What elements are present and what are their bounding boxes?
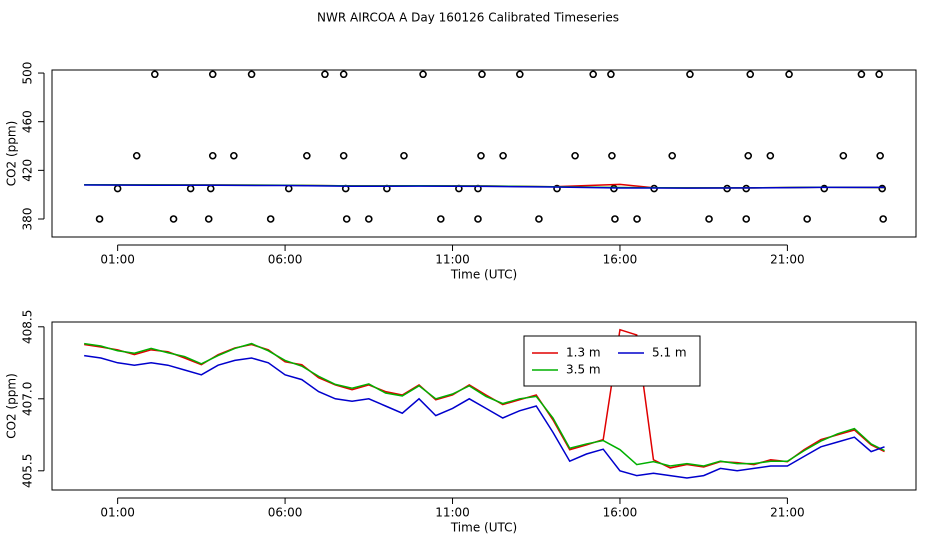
data-point (608, 151, 616, 160)
x-axis-label: Time (UTC) (450, 268, 517, 282)
data-point (746, 70, 755, 79)
data-point (321, 70, 329, 79)
data-point (766, 151, 775, 160)
x-tick-label: 01:00 (100, 253, 135, 267)
x-tick-label: 21:00 (770, 506, 805, 520)
legend-label: 5.1 m (652, 346, 687, 360)
data-line (84, 328, 885, 469)
data-point (436, 215, 445, 223)
x-tick-label: 06:00 (268, 506, 303, 520)
y-tick-label: 500 (21, 62, 35, 85)
data-point (132, 151, 141, 160)
data-point (204, 215, 213, 223)
legend-label: 1.3 m (566, 346, 601, 360)
data-point (876, 151, 884, 160)
data-point (339, 70, 348, 79)
x-tick-label: 21:00 (770, 253, 805, 267)
y-tick-label: 405.5 (21, 454, 35, 488)
y-tick-label: 407.0 (21, 382, 35, 416)
data-point (535, 215, 543, 223)
data-point (875, 70, 883, 79)
data-point (474, 215, 482, 223)
data-point (419, 70, 427, 79)
x-tick-label: 16:00 (603, 253, 638, 267)
data-point (742, 215, 751, 223)
data-point (705, 215, 713, 223)
data-point (668, 151, 677, 160)
data-point (571, 151, 579, 160)
data-point (589, 70, 597, 79)
x-tick-label: 11:00 (435, 506, 470, 520)
data-point (342, 215, 351, 223)
data-point (478, 70, 486, 79)
legend-label: 3.5 m (566, 363, 601, 377)
data-point (516, 70, 524, 79)
plot-frame (51, 69, 917, 238)
data-point (686, 70, 694, 79)
y-tick-label: 408.5 (21, 310, 35, 344)
data-line (84, 184, 885, 189)
data-point (151, 70, 159, 79)
data-point (839, 151, 848, 160)
data-point (803, 215, 811, 223)
x-tick-label: 01:00 (100, 506, 135, 520)
data-point (878, 184, 886, 193)
legend-box (523, 335, 701, 387)
data-point (400, 151, 408, 160)
x-axis-label: Time (UTC) (450, 521, 517, 535)
data-point (364, 215, 373, 223)
data-point (611, 215, 619, 223)
x-tick-label: 06:00 (268, 253, 303, 267)
data-point (553, 184, 561, 193)
data-point (785, 70, 793, 79)
data-point (169, 215, 178, 223)
y-tick-label: 420 (21, 159, 35, 182)
data-point (499, 151, 507, 160)
data-point (208, 151, 217, 160)
data-point (247, 70, 256, 79)
y-axis-label: CO2 (ppm) (5, 373, 19, 439)
data-point (879, 215, 887, 223)
data-point (857, 70, 866, 79)
data-point (208, 70, 217, 79)
x-tick-label: 16:00 (603, 506, 638, 520)
data-point (95, 215, 104, 223)
chart-title: NWR AIRCOA A Day 160126 Calibrated Times… (317, 11, 619, 25)
data-point (230, 151, 238, 160)
data-point (744, 151, 753, 160)
data-point (303, 151, 311, 160)
data-point (633, 215, 641, 223)
y-tick-label: 460 (21, 110, 35, 133)
data-point (266, 215, 275, 223)
y-tick-label: 380 (21, 208, 35, 231)
data-point (607, 70, 615, 79)
plot-frame (51, 321, 917, 491)
x-tick-label: 11:00 (435, 253, 470, 267)
data-line (84, 354, 885, 479)
data-point (339, 151, 348, 160)
y-axis-label: CO2 (ppm) (5, 121, 19, 187)
data-point (477, 151, 485, 160)
data-point (820, 184, 829, 193)
data-line (84, 342, 885, 467)
